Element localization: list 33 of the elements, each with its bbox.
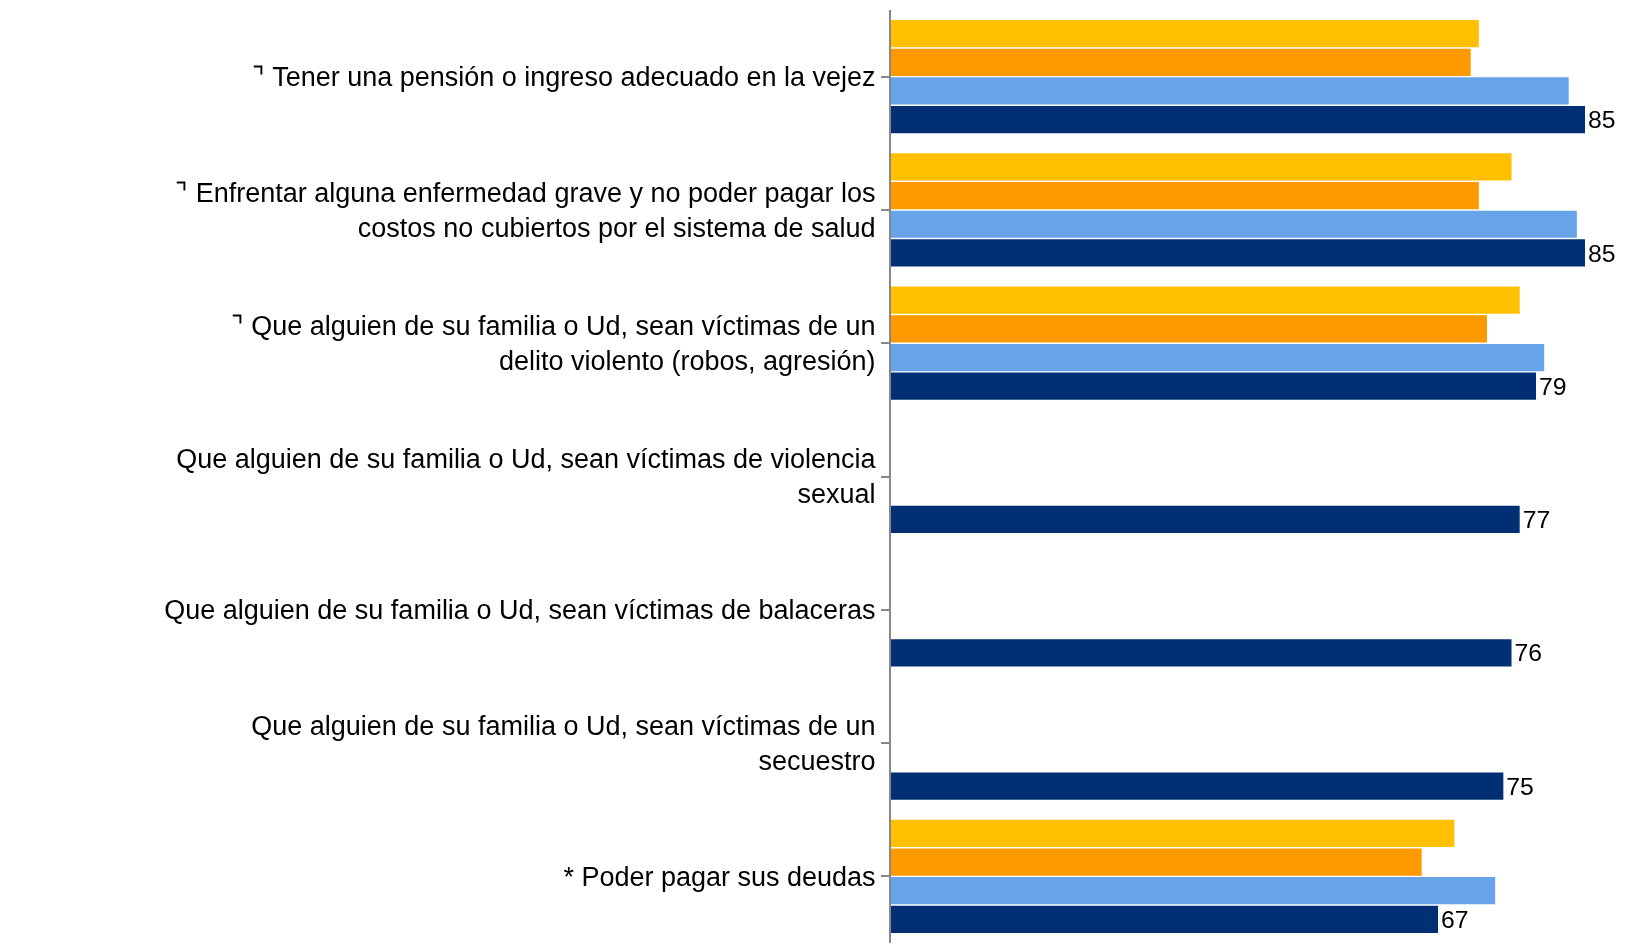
bar <box>891 343 1545 372</box>
y-tick-label: ⌝ Enfrentar alguna enfermedad grave y no poder pagar los costos no cubiertos por el sistema de salud <box>175 177 876 243</box>
y-tick-label: ⌝ Que alguien de su familia o Ud, sean víctimas de un delito violento (robos, agresión) <box>230 311 876 377</box>
bar <box>891 286 1520 314</box>
data-label: 76 <box>1514 639 1543 667</box>
bar <box>891 48 1471 76</box>
bar <box>891 210 1577 238</box>
bar <box>891 153 1512 181</box>
bar <box>891 315 1488 343</box>
y-tick-label: Que alguien de su familia o Ud, sean víctimas de violencia sexual <box>176 444 877 510</box>
bar <box>891 372 1537 400</box>
bar <box>891 772 1504 800</box>
bar <box>891 905 1439 933</box>
data-label: 85 <box>1588 106 1616 134</box>
bar <box>891 77 1569 105</box>
bar <box>891 848 1422 876</box>
bar <box>891 819 1455 847</box>
y-tick-label: Que alguien de su familia o Ud, sean víctimas de balaceras <box>164 595 876 626</box>
data-label: 77 <box>1522 506 1551 534</box>
bar <box>891 20 1479 48</box>
y-tick-label: ⌝ Tener una pensión o ingreso adecuado en la vejez <box>252 62 876 93</box>
bar <box>891 106 1585 134</box>
bar <box>891 505 1520 534</box>
data-label: 67 <box>1441 906 1469 933</box>
data-label: 79 <box>1539 372 1567 400</box>
bar <box>891 239 1585 267</box>
bar <box>891 639 1512 667</box>
bar <box>891 877 1496 905</box>
data-label: 75 <box>1506 772 1534 800</box>
bar <box>891 181 1479 210</box>
y-tick-label: Que alguien de su familia o Ud, sean víctimas de un secuestro <box>251 710 876 777</box>
y-tick-label: * Poder pagar sus deudas <box>563 861 876 892</box>
data-label: 85 <box>1588 239 1616 267</box>
